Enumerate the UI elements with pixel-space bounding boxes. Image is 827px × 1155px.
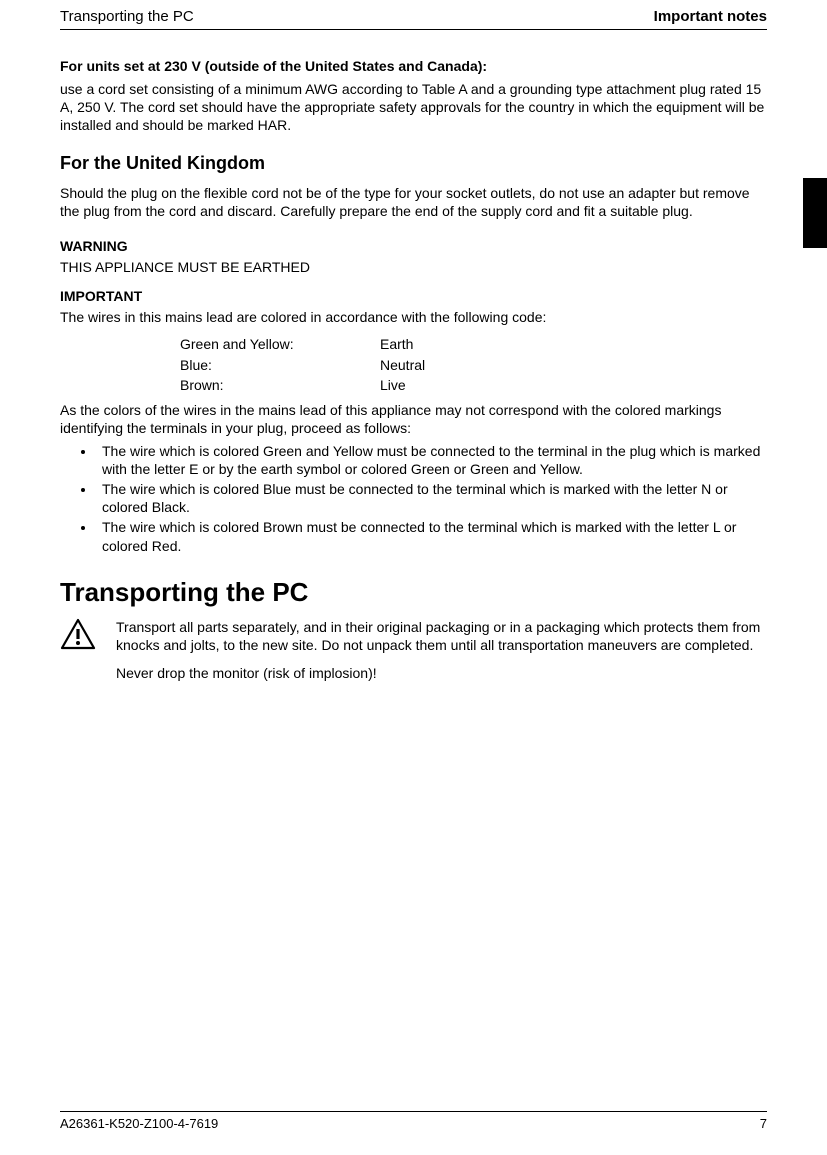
section-uk-intro: Should the plug on the flexible cord not… [60,184,767,220]
list-item: The wire which is colored Brown must be … [96,518,767,554]
caution-paragraph: Transport all parts separately, and in t… [116,618,767,654]
wire-color-table: Green and Yellow: Earth Blue: Neutral Br… [60,334,767,395]
document-page: Transporting the PC Important notes For … [0,0,827,1155]
wire-color-key: Brown: [180,375,380,395]
important-label: IMPORTANT [60,288,767,304]
caution-triangle-icon [60,618,96,693]
doc-number: A26361-K520-Z100-4-7619 [60,1116,218,1131]
table-row: Blue: Neutral [180,355,767,375]
header-rule [60,29,767,30]
caution-paragraph: Never drop the monitor (risk of implosio… [116,664,767,682]
wire-color-key: Green and Yellow: [180,334,380,354]
important-intro: The wires in this mains lead are colored… [60,308,767,326]
caution-text: Transport all parts separately, and in t… [116,618,767,693]
wire-color-value: Earth [380,334,580,354]
page-number: 7 [760,1116,767,1131]
warning-label: WARNING [60,238,767,254]
footer-rule [60,1111,767,1112]
table-row: Brown: Live [180,375,767,395]
header-left-title: Transporting the PC [60,8,194,25]
header-right-title: Important notes [654,8,767,25]
list-item: The wire which is colored Green and Yell… [96,442,767,478]
section-uk-heading: For the United Kingdom [60,153,767,174]
wire-color-value: Live [380,375,580,395]
table-row: Green and Yellow: Earth [180,334,767,354]
section-transport-heading: Transporting the PC [60,577,767,608]
list-item: The wire which is colored Blue must be c… [96,480,767,516]
section-230v-heading: For units set at 230 V (outside of the U… [60,58,767,74]
caution-block: Transport all parts separately, and in t… [60,618,767,693]
wiring-instructions-list: The wire which is colored Green and Yell… [60,442,767,555]
warning-text: THIS APPLIANCE MUST BE EARTHED [60,258,767,276]
section-230v-body: use a cord set consisting of a minimum A… [60,80,767,135]
running-header: Transporting the PC Important notes [60,0,767,29]
wire-color-key: Blue: [180,355,380,375]
wire-color-value: Neutral [380,355,580,375]
section-tab-marker [803,178,827,248]
page-footer: A26361-K520-Z100-4-7619 7 [60,1111,767,1131]
colors-followup: As the colors of the wires in the mains … [60,401,767,437]
